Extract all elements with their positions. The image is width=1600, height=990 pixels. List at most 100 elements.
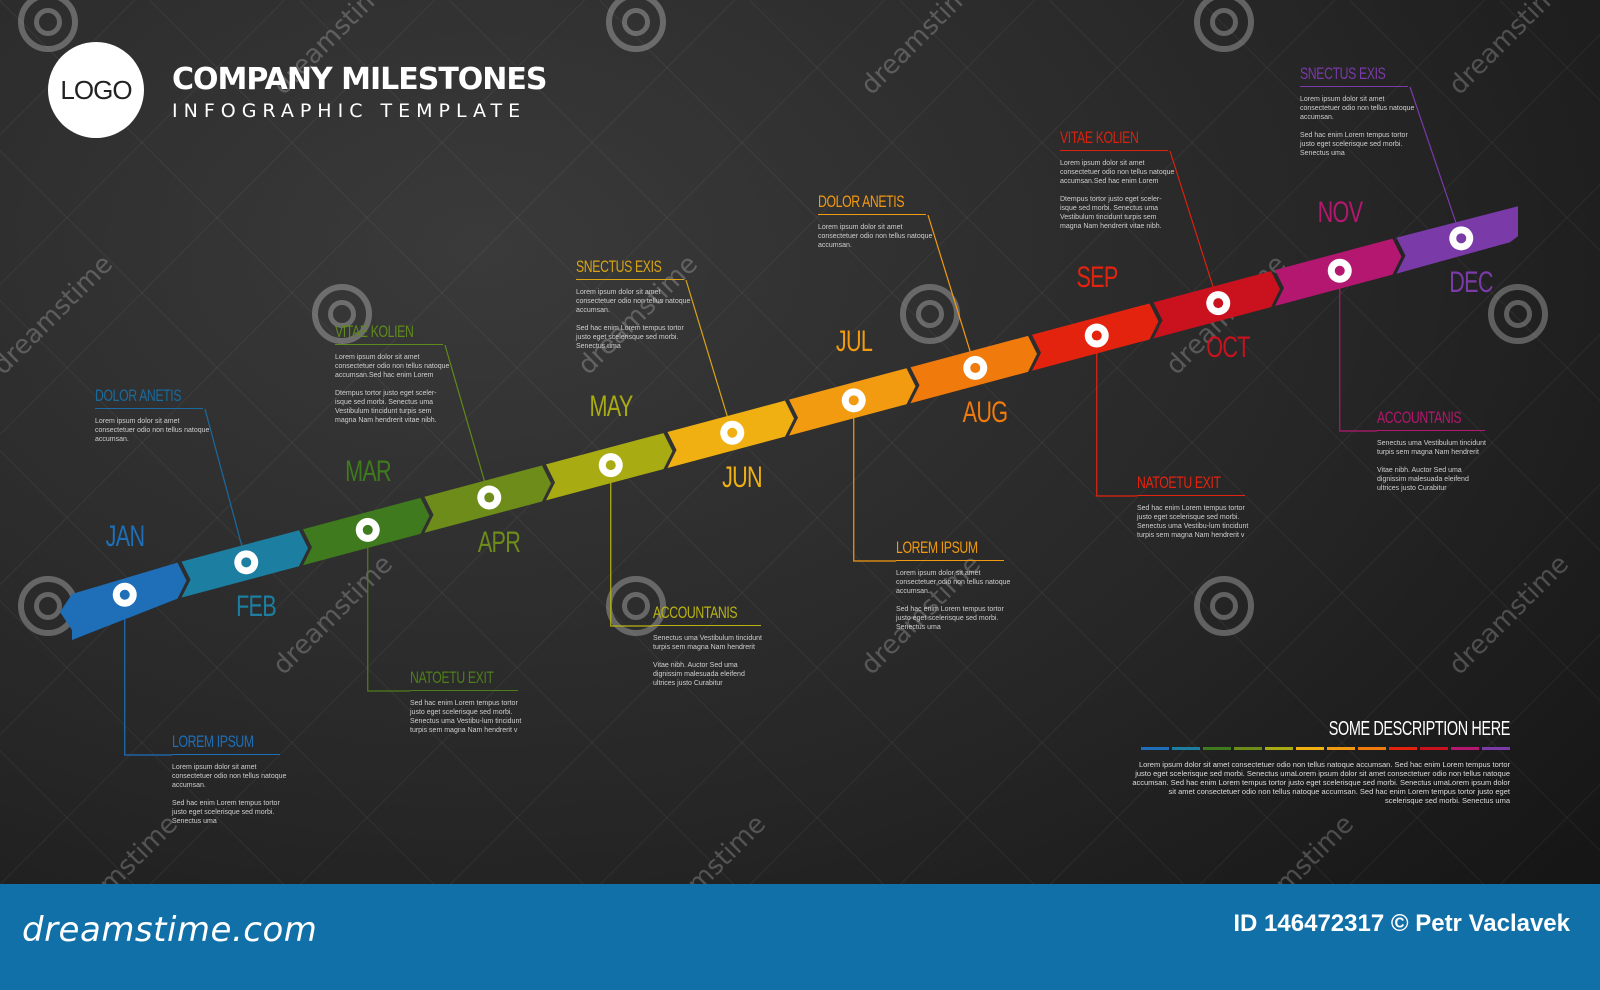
month-label-feb: FEB [236, 590, 277, 624]
watermark-spiral-icon [1194, 576, 1254, 636]
month-label-aug: AUG [962, 395, 1008, 429]
page-title: COMPANY MILESTONES [172, 62, 548, 97]
callout-text: Lorem ipsum dolor sit amet consectetuer … [95, 418, 210, 443]
callout-text: Sed hac enim Lorem tempus tortor justo e… [896, 606, 1004, 631]
legend-color-bar [1420, 747, 1448, 750]
callout-text: Sed hac enim Lorem tempus tortor justo e… [410, 700, 522, 734]
month-label-mar: MAR [344, 454, 392, 488]
month-label-jan: JAN [105, 519, 145, 553]
callout-text: Lorem ipsum dolor sit amet consectetuer … [1300, 96, 1415, 121]
callout-leader-line [927, 214, 976, 369]
callout-text: Sed hac enim Lorem tempus tortor justo e… [1300, 132, 1408, 157]
callout-feb: DOLOR ANETIS Lorem ipsum dolor sit amet c… [95, 386, 210, 453]
month-label-jun: JUN [722, 460, 763, 494]
watermark-spiral-icon [606, 576, 666, 636]
page-subtitle: INFOGRAPHIC TEMPLATE [172, 100, 527, 122]
callout-leader-line [1339, 270, 1377, 432]
watermark-spiral-icon [312, 284, 372, 344]
callout-title: VITAE KOLIEN [1060, 128, 1168, 151]
month-label-jul: JUL [835, 325, 873, 359]
callout-title: NATOETU EXIT [410, 668, 518, 691]
milestone-marker-dot [727, 427, 738, 438]
legend-color-bar [1451, 747, 1479, 750]
callout-leader-line [444, 344, 490, 498]
callout-jan: LOREM IPSUM Lorem ipsum dolor sit amet co… [172, 732, 287, 835]
footer-site-name[interactable]: dreamstime.com [22, 910, 318, 950]
callout-aug: DOLOR ANETIS Lorem ipsum dolor sit amet c… [818, 192, 933, 259]
callout-text: Sed hac enim Lorem tempus tortor justo e… [576, 325, 684, 350]
milestone-marker-dot [605, 460, 616, 471]
month-label-apr: APR [478, 525, 521, 559]
callout-text: Sed hac enim Lorem tempus tortor justo e… [172, 800, 280, 825]
month-label-oct: OCT [1206, 331, 1251, 365]
callout-text: Dtempus tortor justo eget sceler-isque s… [1060, 196, 1162, 230]
description-block: SOME DESCRIPTION HERE Lorem ipsum dolor … [1130, 718, 1510, 805]
timeline-graphic [60, 86, 1518, 756]
callout-may: ACCOUNTANIS Senectus uma Vestibulum tinci… [653, 603, 768, 697]
callout-text: Lorem ipsum dolor sit amet consectetuer … [896, 570, 1011, 595]
callout-title: DOLOR ANETIS [95, 386, 203, 409]
callout-text: Lorem ipsum dolor sit amet consectetuer … [172, 764, 287, 789]
month-label-nov: NOV [1317, 195, 1363, 229]
footer-image-id: ID 146472317 © Petr Vaclavek [1233, 910, 1570, 937]
callout-text: Lorem ipsum dolor sit amet consectetuer … [576, 289, 691, 314]
month-label-may: MAY [589, 390, 633, 424]
callout-text: Lorem ipsum dolor sit amet consectetuer … [1060, 160, 1175, 185]
callout-text: Dtempus tortor justo eget sceler-isque s… [335, 390, 437, 424]
legend-color-bar [1358, 747, 1386, 750]
callout-leader-line [610, 465, 653, 627]
callout-nov: ACCOUNTANIS Senectus uma Vestibulum tinci… [1377, 408, 1492, 502]
milestone-marker-dot [970, 362, 981, 373]
callout-text: Vitae nibh. Auctor Sed uma dignissim mal… [1377, 467, 1469, 492]
milestone-marker-dot [362, 524, 373, 535]
callout-title: LOREM IPSUM [896, 538, 1004, 561]
callout-leader-line [1409, 86, 1462, 239]
callout-leader-line [367, 529, 410, 692]
color-legend-bars [1130, 747, 1510, 750]
callout-leader-line [124, 594, 172, 756]
milestone-marker-dot [119, 589, 130, 600]
legend-color-bar [1327, 747, 1355, 750]
callout-dec: SNECTUS EXIS Lorem ipsum dolor sit amet c… [1300, 64, 1415, 167]
callout-sep: NATOETU EXIT Sed hac enim Lorem tempus to… [1137, 473, 1252, 549]
milestone-marker-dot [484, 492, 495, 503]
callout-leader-line [685, 279, 733, 433]
milestone-marker-dot [1213, 298, 1224, 309]
callout-mar: NATOETU EXIT Sed hac enim Lorem tempus to… [410, 668, 525, 744]
callout-title: ACCOUNTANIS [1377, 408, 1485, 431]
callout-title: VITAE KOLIEN [335, 322, 443, 345]
watermark-spiral-icon [1194, 0, 1254, 52]
month-label-dec: DEC [1449, 266, 1494, 300]
milestone-marker-dot [1334, 265, 1345, 276]
callout-text: Sed hac enim Lorem tempus tortor justo e… [1137, 505, 1249, 539]
month-label-sep: SEP [1076, 260, 1118, 294]
logo-text: LOGO [60, 74, 132, 105]
callout-text: Lorem ipsum dolor sit amet consectetuer … [818, 224, 933, 249]
callout-title: NATOETU EXIT [1137, 473, 1245, 496]
callout-title: LOREM IPSUM [172, 732, 280, 755]
milestone-marker-dot [848, 395, 859, 406]
callout-title: ACCOUNTANIS [653, 603, 761, 626]
callout-title: SNECTUS EXIS [576, 257, 684, 280]
legend-color-bar [1389, 747, 1417, 750]
callout-leader-line [1096, 335, 1137, 497]
callout-jun: SNECTUS EXIS Lorem ipsum dolor sit amet c… [576, 257, 691, 360]
legend-color-bar [1265, 747, 1293, 750]
callout-text: Senectus uma Vestibulum tincidunt turpis… [1377, 440, 1486, 456]
legend-color-bar [1296, 747, 1324, 750]
watermark-spiral-icon [1488, 284, 1548, 344]
callout-leader-line [204, 408, 247, 563]
description-text: Lorem ipsum dolor sit amet consectetuer … [1132, 760, 1510, 805]
milestone-marker-dot [1091, 330, 1102, 341]
callout-title: DOLOR ANETIS [818, 192, 926, 215]
callout-leader-line [1169, 150, 1219, 304]
legend-color-bar [1234, 747, 1262, 750]
watermark-spiral-icon [606, 0, 666, 52]
legend-color-bar [1172, 747, 1200, 750]
watermark-spiral-icon [18, 0, 78, 52]
milestone-marker-dot [241, 557, 252, 568]
callout-text: Vitae nibh. Auctor Sed uma dignissim mal… [653, 662, 745, 687]
description-title: SOME DESCRIPTION HERE [1328, 718, 1511, 740]
callout-jul: LOREM IPSUM Lorem ipsum dolor sit amet co… [896, 538, 1011, 641]
